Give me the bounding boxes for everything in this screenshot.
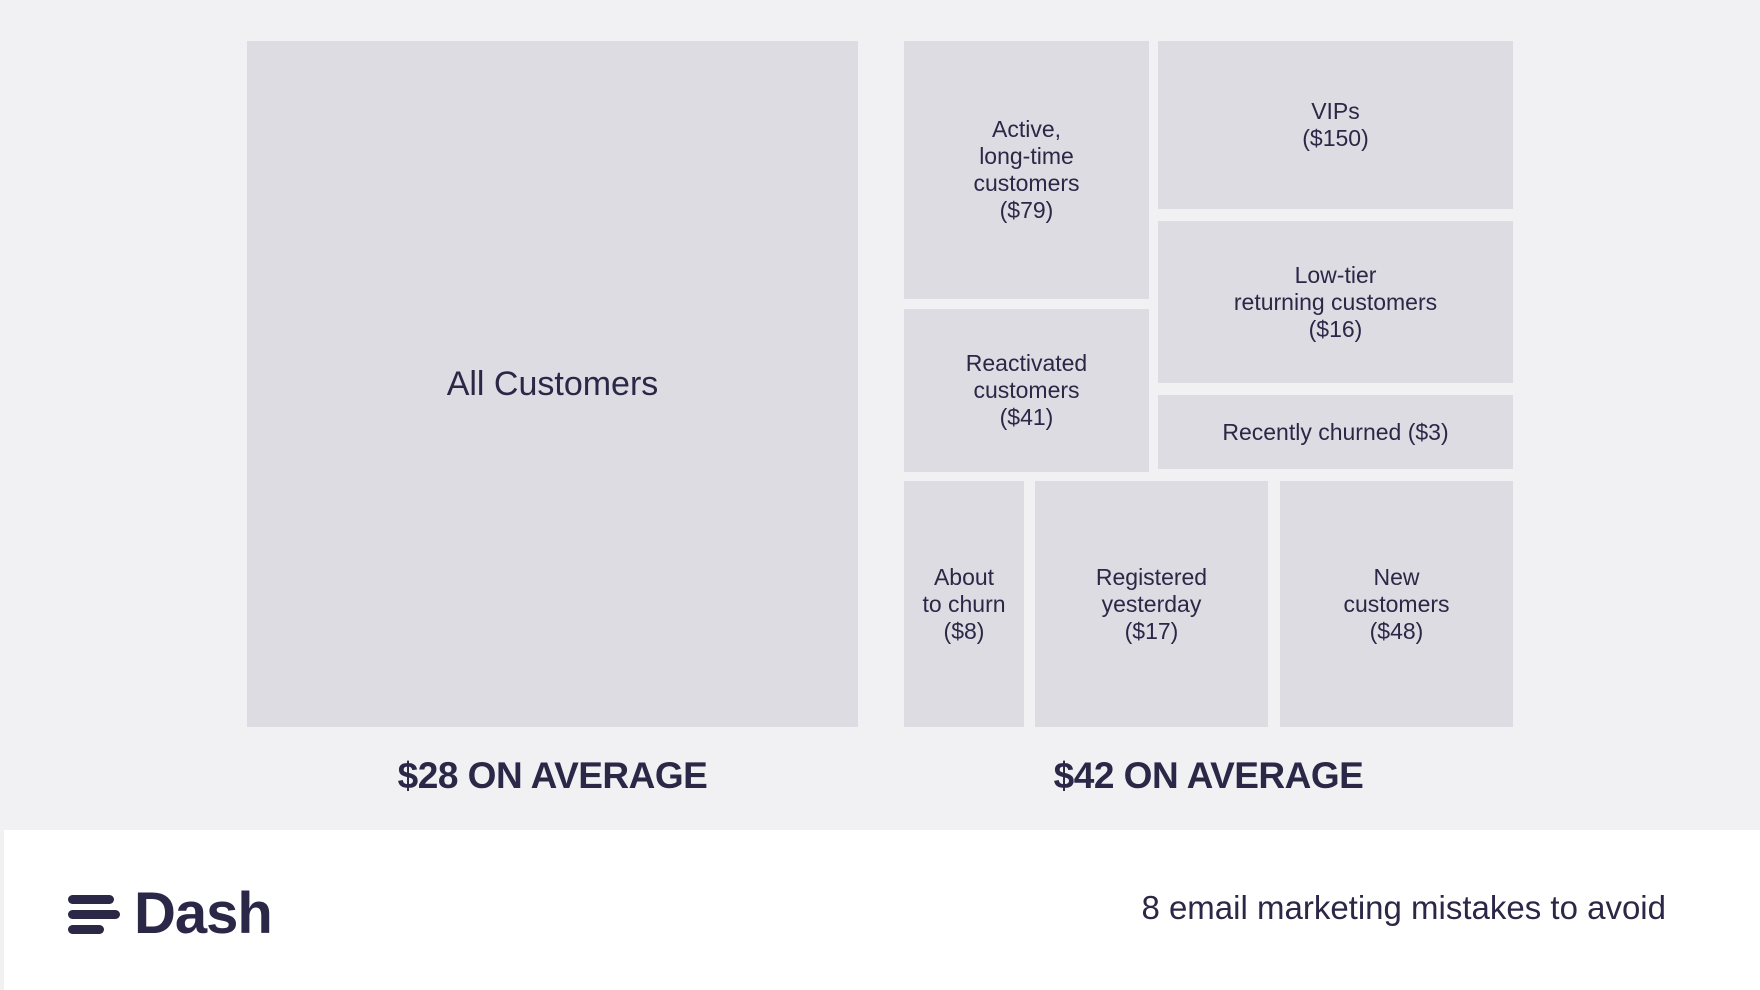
tile-about-to-churn: About to churn ($8) — [904, 481, 1024, 727]
brand-name: Dash — [134, 881, 273, 946]
brand-logo: Dash — [68, 881, 273, 946]
tile-all-customers-label: All Customers — [446, 365, 659, 403]
footer-bar: Dash 8 email marketing mistakes to avoid — [4, 830, 1760, 990]
tile-recently-churned-label: Recently churned ($3) — [1222, 418, 1449, 445]
tile-low-tier-returning: Low-tier returning customers ($16) — [1158, 221, 1513, 383]
tile-all-customers: All Customers — [247, 41, 858, 727]
diagram-canvas: All Customers Active, long-time customer… — [247, 41, 1513, 796]
tile-reactivated: Reactivated customers ($41) — [904, 309, 1149, 472]
tile-recently-churned: Recently churned ($3) — [1158, 395, 1513, 469]
tile-new-customers: New customers ($48) — [1280, 481, 1513, 727]
tile-reactivated-label: Reactivated customers ($41) — [965, 350, 1088, 430]
tile-active-long-time-label: Active, long-time customers ($79) — [973, 116, 1080, 223]
footer-tagline: 8 email marketing mistakes to avoid — [1141, 889, 1666, 926]
tile-about-to-churn-label: About to churn ($8) — [922, 563, 1006, 644]
tile-new-customers-label: New customers ($48) — [1343, 563, 1450, 644]
left-average-caption: $28 ON AVERAGE — [397, 755, 708, 796]
tile-active-long-time: Active, long-time customers ($79) — [904, 41, 1149, 299]
right-average-caption: $42 ON AVERAGE — [1053, 755, 1364, 796]
tile-low-tier-returning-label: Low-tier returning customers ($16) — [1233, 261, 1438, 342]
tile-registered-yesterday-label: Registered yesterday ($17) — [1095, 563, 1208, 644]
tile-vips: VIPs ($150) — [1158, 41, 1513, 209]
dash-logo-icon — [68, 892, 120, 936]
tile-registered-yesterday: Registered yesterday ($17) — [1035, 481, 1268, 727]
tile-vips-label: VIPs ($150) — [1302, 98, 1369, 151]
